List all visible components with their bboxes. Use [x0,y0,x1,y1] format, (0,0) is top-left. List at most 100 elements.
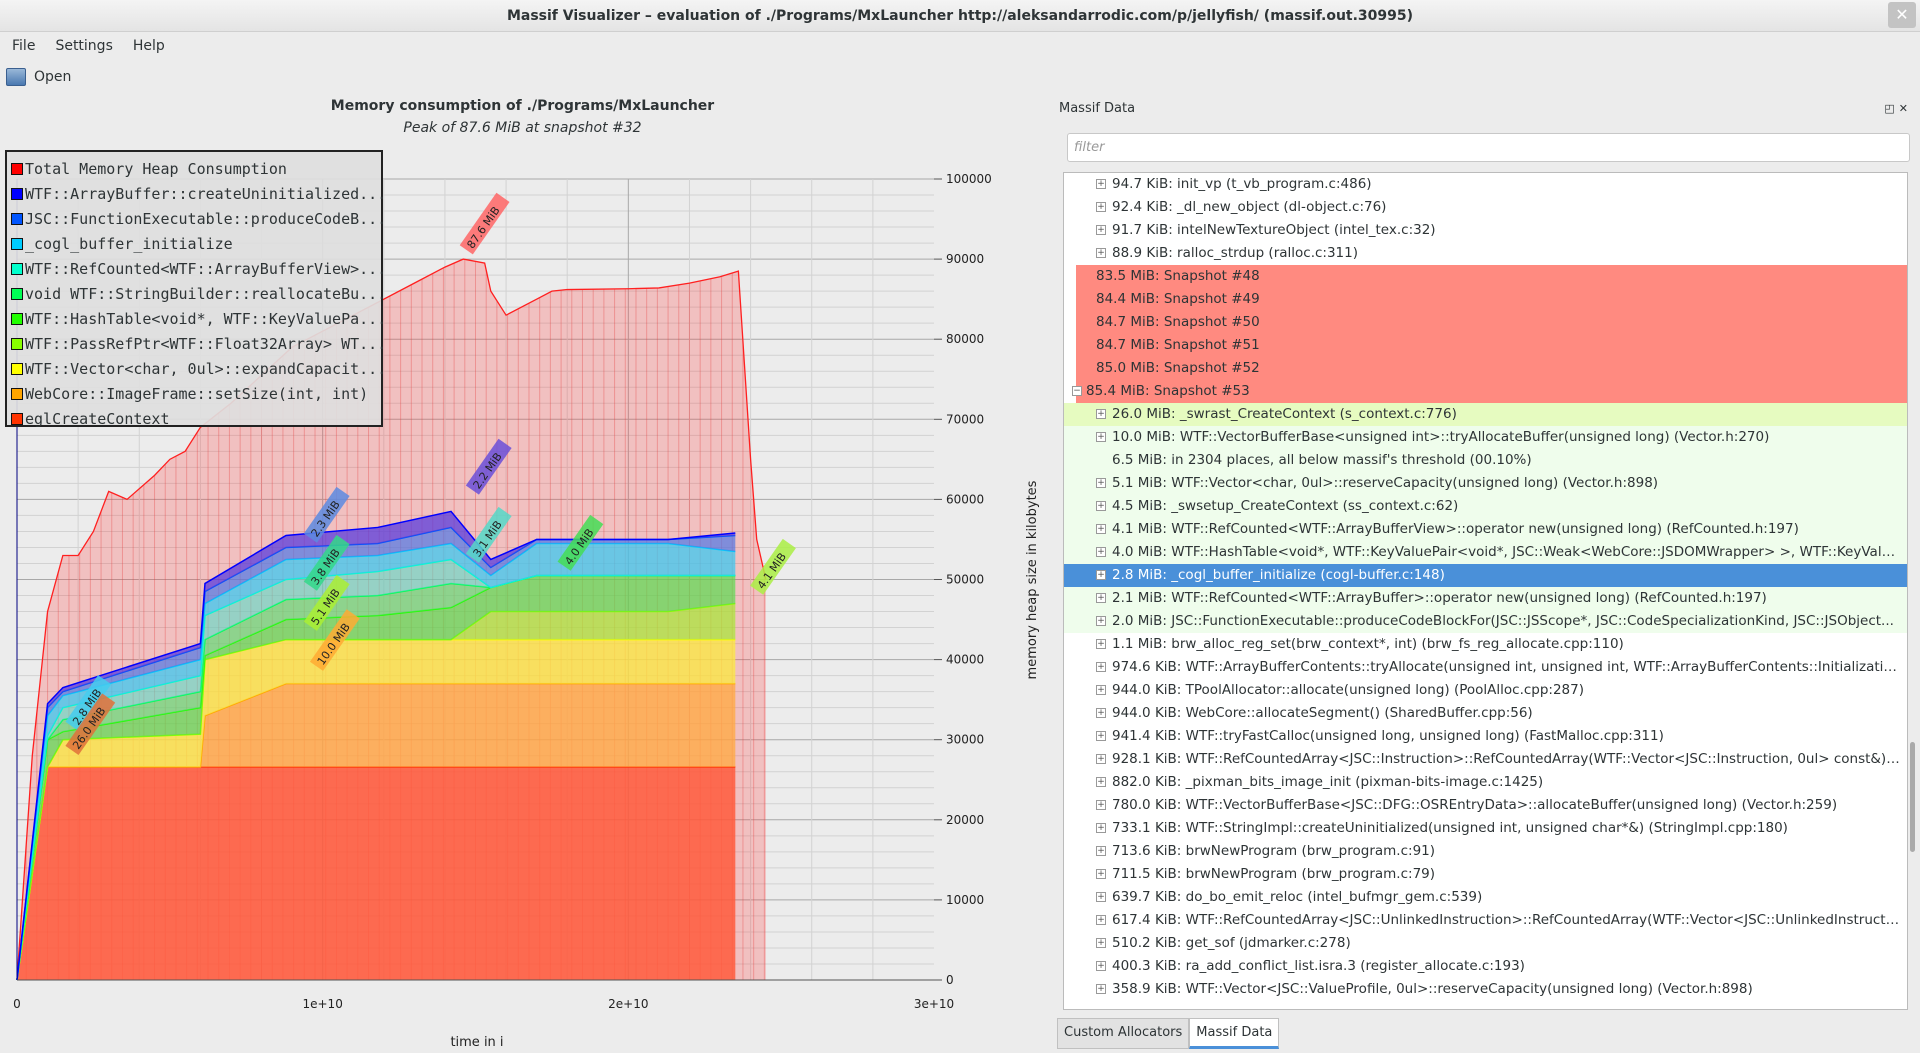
expand-icon[interactable]: + [1096,179,1106,189]
expand-icon[interactable]: + [1096,777,1106,787]
tree-row[interactable]: +2.1 MiB: WTF::RefCounted<WTF::ArrayBuff… [1064,587,1907,610]
menu-settings[interactable]: Settings [55,38,113,54]
tree-scrollbar[interactable] [1908,172,1918,1010]
tree-row[interactable]: +780.0 KiB: WTF::VectorBufferBase<JSC::D… [1064,794,1907,817]
expand-icon[interactable]: + [1096,593,1106,603]
expand-icon[interactable]: + [1096,823,1106,833]
tree-row[interactable]: +639.7 KiB: do_bo_emit_reloc (intel_bufm… [1064,886,1907,909]
legend-item[interactable]: _cogl_buffer_initialize [11,231,377,256]
tree-row[interactable]: +10.0 MiB: WTF::VectorBufferBase<unsigne… [1064,426,1907,449]
expand-icon[interactable]: + [1096,869,1106,879]
data-label-bg [303,534,350,591]
tree-row[interactable]: 6.5 MiB: in 2304 places, all below massi… [1064,449,1907,472]
tree-row[interactable]: +713.6 KiB: brwNewProgram (brw_program.c… [1064,840,1907,863]
legend-label: void WTF::StringBuilder::reallocateBu... [25,284,387,303]
collapse-icon[interactable]: − [1072,386,1082,396]
tab-custom-allocators[interactable]: Custom Allocators [1057,1018,1190,1049]
snapshot-row[interactable]: 85.0 MiB: Snapshot #52 [1076,357,1907,380]
expand-icon[interactable]: + [1096,708,1106,718]
expand-icon[interactable]: + [1096,616,1106,626]
memory-chart[interactable]: 0 10000 20000 30000 40000 50000 60000 70000 8000… [0,0,1050,1053]
menu-file[interactable]: File [12,38,36,54]
tree-row[interactable]: +2.0 MiB: JSC::FunctionExecutable::produ… [1064,610,1907,633]
expand-icon[interactable]: + [1096,248,1106,258]
expand-icon[interactable]: + [1096,662,1106,672]
expand-icon[interactable]: + [1096,547,1106,557]
expand-icon[interactable]: + [1096,409,1106,419]
tree-row[interactable]: +882.0 KiB: _pixman_bits_image_init (pix… [1064,771,1907,794]
row-label: 944.0 KiB: TPoolAllocator::allocate(unsi… [1112,682,1584,698]
open-button[interactable]: Open [6,62,71,92]
tree-row[interactable]: +1.1 MiB: brw_alloc_reg_set(brw_context*… [1064,633,1907,656]
expand-icon[interactable]: + [1096,639,1106,649]
filter-input[interactable]: filter [1067,133,1910,162]
tree-row[interactable]: +4.0 MiB: WTF::HashTable<void*, WTF::Key… [1064,541,1907,564]
legend-item[interactable]: void WTF::StringBuilder::reallocateBu... [11,281,386,306]
tree-row[interactable]: +92.4 KiB: _dl_new_object (dl-object.c:7… [1064,196,1907,219]
legend-item[interactable]: WebCore::ImageFrame::setSize(int, int) [11,381,377,406]
snapshot-row[interactable]: 83.5 MiB: Snapshot #48 [1076,265,1907,288]
expand-icon[interactable]: + [1096,846,1106,856]
tree-row[interactable]: +88.9 KiB: ralloc_strdup (ralloc.c:311) [1064,242,1907,265]
expand-icon[interactable]: + [1096,685,1106,695]
tab-massif-data[interactable]: Massif Data [1189,1018,1280,1049]
tree-row[interactable]: +358.9 KiB: WTF::Vector<JSC::ValueProfil… [1064,978,1907,1001]
expand-icon[interactable]: + [1096,892,1106,902]
expand-icon[interactable]: + [1096,938,1106,948]
close-window-button[interactable]: ✕ [1888,2,1916,28]
tree-row[interactable]: +400.3 KiB: ra_add_conflict_list.isra.3 … [1064,955,1907,978]
y-tick-label: 0 [946,973,954,987]
snapshot-row[interactable]: −85.4 MiB: Snapshot #53 [1064,380,1907,403]
menu-help[interactable]: Help [132,38,165,54]
tree-row[interactable]: +5.1 MiB: WTF::Vector<char, 0ul>::reserv… [1064,472,1907,495]
tree-row[interactable]: +733.1 KiB: WTF::StringImpl::createUnini… [1064,817,1907,840]
tree-row[interactable]: +510.2 KiB: get_sof (jdmarker.c:278) [1064,932,1907,955]
tree-row[interactable]: +941.4 KiB: WTF::tryFastCalloc(unsigned … [1064,725,1907,748]
expand-icon[interactable]: + [1096,961,1106,971]
snapshot-row[interactable]: 84.7 MiB: Snapshot #51 [1076,334,1907,357]
tree-row[interactable]: +26.0 MiB: _swrast_CreateContext (s_cont… [1064,403,1907,426]
tree-row[interactable]: +711.5 KiB: brwNewProgram (brw_program.c… [1064,863,1907,886]
expand-icon[interactable]: + [1096,501,1106,511]
legend-item[interactable]: Total Memory Heap Consumption [11,156,377,181]
tree-row[interactable]: +2.8 MiB: _cogl_buffer_initialize (cogl-… [1064,564,1907,587]
legend-label: WTF::HashTable<void*, WTF::KeyValuePa... [25,309,387,328]
snapshot-row[interactable]: 84.4 MiB: Snapshot #49 [1076,288,1907,311]
tree-row[interactable]: +944.0 KiB: TPoolAllocator::allocate(uns… [1064,679,1907,702]
legend-item[interactable]: eglCreateContext [11,406,377,431]
tree-row[interactable]: +4.1 MiB: WTF::RefCounted<WTF::ArrayBuff… [1064,518,1907,541]
expand-icon[interactable]: + [1096,800,1106,810]
expand-icon[interactable]: + [1096,524,1106,534]
expand-icon[interactable]: + [1096,915,1106,925]
tree-row[interactable]: +928.1 KiB: WTF::RefCountedArray<JSC::In… [1064,748,1907,771]
tree-row[interactable]: +91.7 KiB: intelNewTextureObject (intel_… [1064,219,1907,242]
massif-data-tree[interactable]: +94.7 KiB: init_vp (t_vb_program.c:486) +… [1063,172,1908,1010]
legend-item[interactable]: WTF::PassRefPtr<WTF::Float32Array> WT... [11,331,386,356]
tree-row[interactable]: +617.4 KiB: WTF::RefCountedArray<JSC::Un… [1064,909,1907,932]
legend-item[interactable]: WTF::RefCounted<WTF::ArrayBufferView>... [11,256,386,281]
expand-icon[interactable]: + [1096,570,1106,580]
legend-item[interactable]: JSC::FunctionExecutable::produceCodeB... [11,206,386,231]
tree-row[interactable]: +94.7 KiB: init_vp (t_vb_program.c:486) [1064,173,1907,196]
legend-item[interactable]: WTF::ArrayBuffer::createUninitialized... [11,181,386,206]
data-label-bg [303,486,350,543]
expand-icon[interactable]: + [1096,202,1106,212]
data-label-bg [459,192,510,255]
tree-row[interactable]: +974.6 KiB: WTF::ArrayBufferContents::tr… [1064,656,1907,679]
tree-row[interactable]: +944.0 KiB: WebCore::allocateSegment() (… [1064,702,1907,725]
panel-float-close-icons[interactable]: ◰✕ [1884,102,1912,115]
expand-icon[interactable]: + [1096,225,1106,235]
expand-icon[interactable]: + [1096,984,1106,994]
expand-icon[interactable]: + [1096,478,1106,488]
stack-layer-2 [17,639,736,980]
expand-icon[interactable]: + [1096,754,1106,764]
expand-icon[interactable]: + [1096,731,1106,741]
legend-label: WTF::ArrayBuffer::createUninitialized... [25,184,387,203]
window-title-bar: Massif Visualizer – evaluation of ./Prog… [0,0,1920,32]
legend-item[interactable]: WTF::HashTable<void*, WTF::KeyValuePa... [11,306,386,331]
snapshot-row[interactable]: 84.7 MiB: Snapshot #50 [1076,311,1907,334]
legend-item[interactable]: WTF::Vector<char, 0ul>::expandCapacit... [11,356,386,381]
tree-row[interactable]: +4.5 MiB: _swsetup_CreateContext (ss_con… [1064,495,1907,518]
scrollbar-thumb[interactable] [1910,742,1915,852]
expand-icon[interactable]: + [1096,432,1106,442]
